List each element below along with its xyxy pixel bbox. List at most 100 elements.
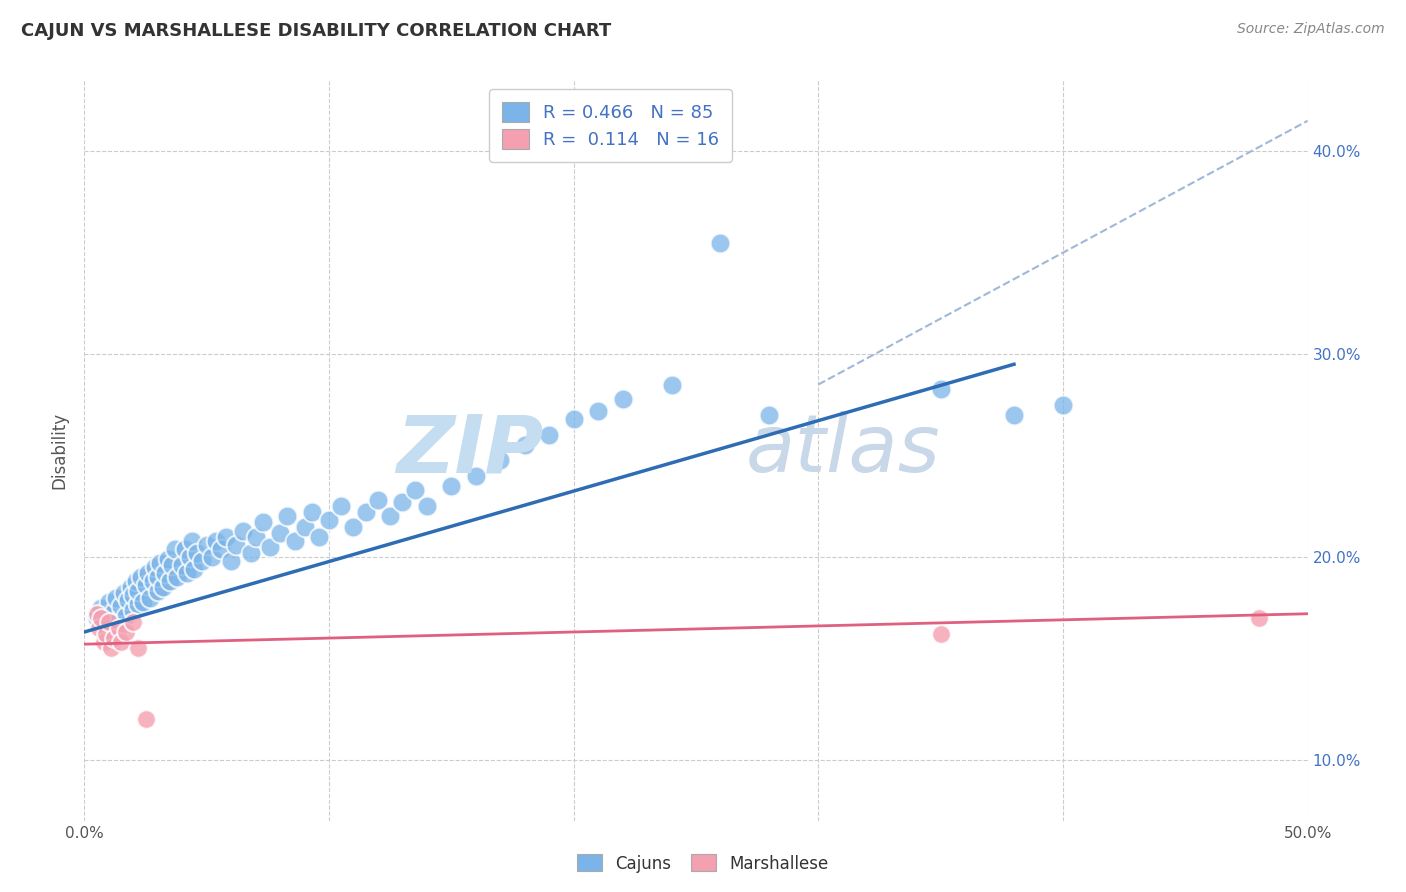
- Point: [308, 530, 330, 544]
- Point: [380, 509, 402, 524]
- Point: [146, 570, 169, 584]
- Point: [135, 578, 157, 592]
- Point: [252, 516, 274, 530]
- Y-axis label: Disability: Disability: [51, 412, 69, 489]
- Text: Source: ZipAtlas.com: Source: ZipAtlas.com: [1237, 22, 1385, 37]
- Point: [186, 546, 208, 560]
- Point: [107, 613, 129, 627]
- Point: [225, 538, 247, 552]
- Point: [115, 625, 138, 640]
- Point: [90, 611, 112, 625]
- Legend: Cajuns, Marshallese: Cajuns, Marshallese: [571, 847, 835, 880]
- Text: CAJUN VS MARSHALLESE DISABILITY CORRELATION CHART: CAJUN VS MARSHALLESE DISABILITY CORRELAT…: [21, 22, 612, 40]
- Point: [122, 589, 145, 603]
- Point: [176, 566, 198, 581]
- Point: [330, 500, 353, 514]
- Point: [758, 408, 780, 422]
- Point: [90, 600, 112, 615]
- Point: [215, 530, 238, 544]
- Point: [97, 615, 120, 629]
- Point: [143, 560, 166, 574]
- Point: [1052, 398, 1074, 412]
- Legend: R = 0.466   N = 85, R =  0.114   N = 16: R = 0.466 N = 85, R = 0.114 N = 16: [489, 89, 731, 161]
- Point: [100, 621, 122, 635]
- Point: [115, 608, 138, 623]
- Point: [110, 599, 132, 613]
- Point: [183, 562, 205, 576]
- Point: [294, 519, 316, 533]
- Point: [152, 580, 174, 594]
- Point: [125, 574, 148, 589]
- Point: [205, 533, 228, 548]
- Point: [162, 558, 184, 572]
- Point: [232, 524, 254, 538]
- Point: [440, 479, 463, 493]
- Point: [464, 468, 486, 483]
- Point: [318, 513, 340, 527]
- Point: [269, 525, 291, 540]
- Point: [342, 519, 364, 533]
- Point: [153, 566, 176, 581]
- Point: [107, 621, 129, 635]
- Point: [416, 500, 439, 514]
- Point: [96, 627, 118, 641]
- Point: [538, 428, 561, 442]
- Point: [127, 597, 149, 611]
- Point: [172, 558, 194, 572]
- Point: [122, 615, 145, 629]
- Point: [127, 641, 149, 656]
- Point: [103, 605, 125, 619]
- Point: [929, 382, 952, 396]
- Point: [489, 452, 512, 467]
- Point: [146, 584, 169, 599]
- Point: [110, 635, 132, 649]
- Point: [367, 493, 389, 508]
- Point: [661, 377, 683, 392]
- Point: [354, 505, 377, 519]
- Point: [191, 554, 214, 568]
- Point: [1247, 611, 1270, 625]
- Point: [120, 580, 142, 594]
- Point: [129, 570, 152, 584]
- Point: [612, 392, 634, 406]
- Point: [127, 584, 149, 599]
- Point: [97, 607, 120, 621]
- Point: [1002, 408, 1025, 422]
- Point: [219, 554, 242, 568]
- Point: [135, 712, 157, 726]
- Point: [179, 549, 201, 564]
- Point: [709, 235, 731, 250]
- Point: [136, 566, 159, 581]
- Point: [173, 541, 195, 556]
- Point: [156, 552, 179, 566]
- Point: [105, 591, 128, 605]
- Point: [166, 570, 188, 584]
- Point: [259, 540, 281, 554]
- Point: [100, 641, 122, 656]
- Point: [245, 530, 267, 544]
- Point: [276, 509, 298, 524]
- Point: [562, 412, 585, 426]
- Point: [159, 574, 181, 589]
- Point: [284, 533, 307, 548]
- Point: [93, 615, 115, 629]
- Point: [586, 404, 609, 418]
- Point: [132, 594, 155, 608]
- Point: [97, 594, 120, 608]
- Point: [86, 611, 108, 625]
- Point: [200, 549, 222, 564]
- Point: [404, 483, 426, 497]
- Point: [142, 574, 165, 589]
- Point: [93, 635, 115, 649]
- Point: [391, 495, 413, 509]
- Point: [122, 603, 145, 617]
- Point: [149, 556, 172, 570]
- Text: atlas: atlas: [745, 411, 941, 490]
- Point: [209, 541, 232, 556]
- Point: [239, 546, 262, 560]
- Point: [195, 538, 218, 552]
- Point: [139, 591, 162, 605]
- Point: [86, 607, 108, 621]
- Point: [181, 533, 204, 548]
- Point: [929, 627, 952, 641]
